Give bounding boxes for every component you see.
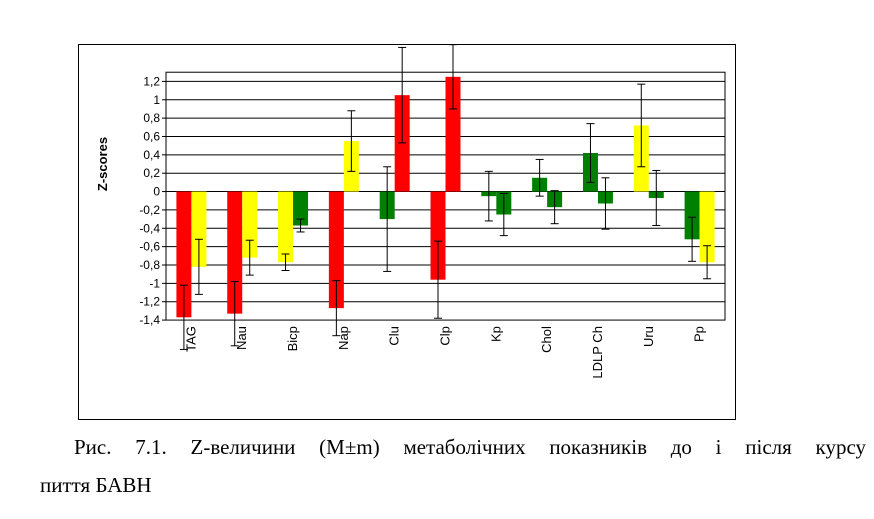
y-tick-label: -1,4 xyxy=(139,313,160,327)
y-tick-label: -0,4 xyxy=(139,221,160,235)
y-tick-label: -1,2 xyxy=(139,295,160,309)
bar xyxy=(328,191,344,309)
caption-line-1: Рис. 7.1. Z-величини (M±m) метаболічних … xyxy=(74,435,866,459)
category-label: Bicp xyxy=(285,326,300,351)
y-tick-label: -0,8 xyxy=(139,258,160,272)
bar xyxy=(242,191,258,258)
category-label: Pp xyxy=(692,326,707,342)
bar xyxy=(176,191,192,318)
bar xyxy=(293,191,309,226)
chart-frame: 1,2 1 0,8 0,6 0,4 0,2 0 -0,2 -0,4 -0,6 -0,8 -1 -1,2 -… xyxy=(78,44,736,420)
bar xyxy=(430,191,446,280)
bar xyxy=(699,191,715,263)
y-tick-label: 0,6 xyxy=(143,129,160,143)
bar xyxy=(445,76,461,192)
y-tick-label: -0,6 xyxy=(139,240,160,254)
y-tick-label: 1,2 xyxy=(143,74,160,88)
caption-line-2: пиття БАВН xyxy=(40,473,152,497)
y-tick-label: -0,2 xyxy=(139,203,160,217)
bar xyxy=(278,191,294,263)
category-label: Uru xyxy=(641,326,656,347)
category-label: Chol xyxy=(539,326,554,353)
bar xyxy=(227,191,243,314)
category-label: Clp xyxy=(438,326,453,346)
y-tick-label: -1 xyxy=(149,276,160,290)
figure-caption: Рис. 7.1. Z-величини (M±m) метаболічних … xyxy=(40,428,866,504)
bar xyxy=(191,191,207,267)
y-tick-label: 0,4 xyxy=(143,148,160,162)
category-label: Nap xyxy=(336,326,351,350)
y-tick-label: 1 xyxy=(153,93,160,107)
category-label: LDLP Ch xyxy=(590,326,605,379)
y-tick-label: 0,2 xyxy=(143,166,160,180)
y-axis-title: Z-scores xyxy=(95,137,110,191)
category-label: Nau xyxy=(234,326,249,350)
category-label: Clu xyxy=(387,326,402,346)
bar xyxy=(684,191,700,240)
bar-chart: 1,2 1 0,8 0,6 0,4 0,2 0 -0,2 -0,4 -0,6 -0,8 -1 -1,2 -… xyxy=(95,45,726,379)
category-label: Kp xyxy=(488,326,503,342)
category-label: TAG xyxy=(183,326,198,352)
y-tick-label: 0 xyxy=(153,185,160,199)
plot-area xyxy=(165,71,726,321)
y-tick-label: 0,8 xyxy=(143,111,160,125)
